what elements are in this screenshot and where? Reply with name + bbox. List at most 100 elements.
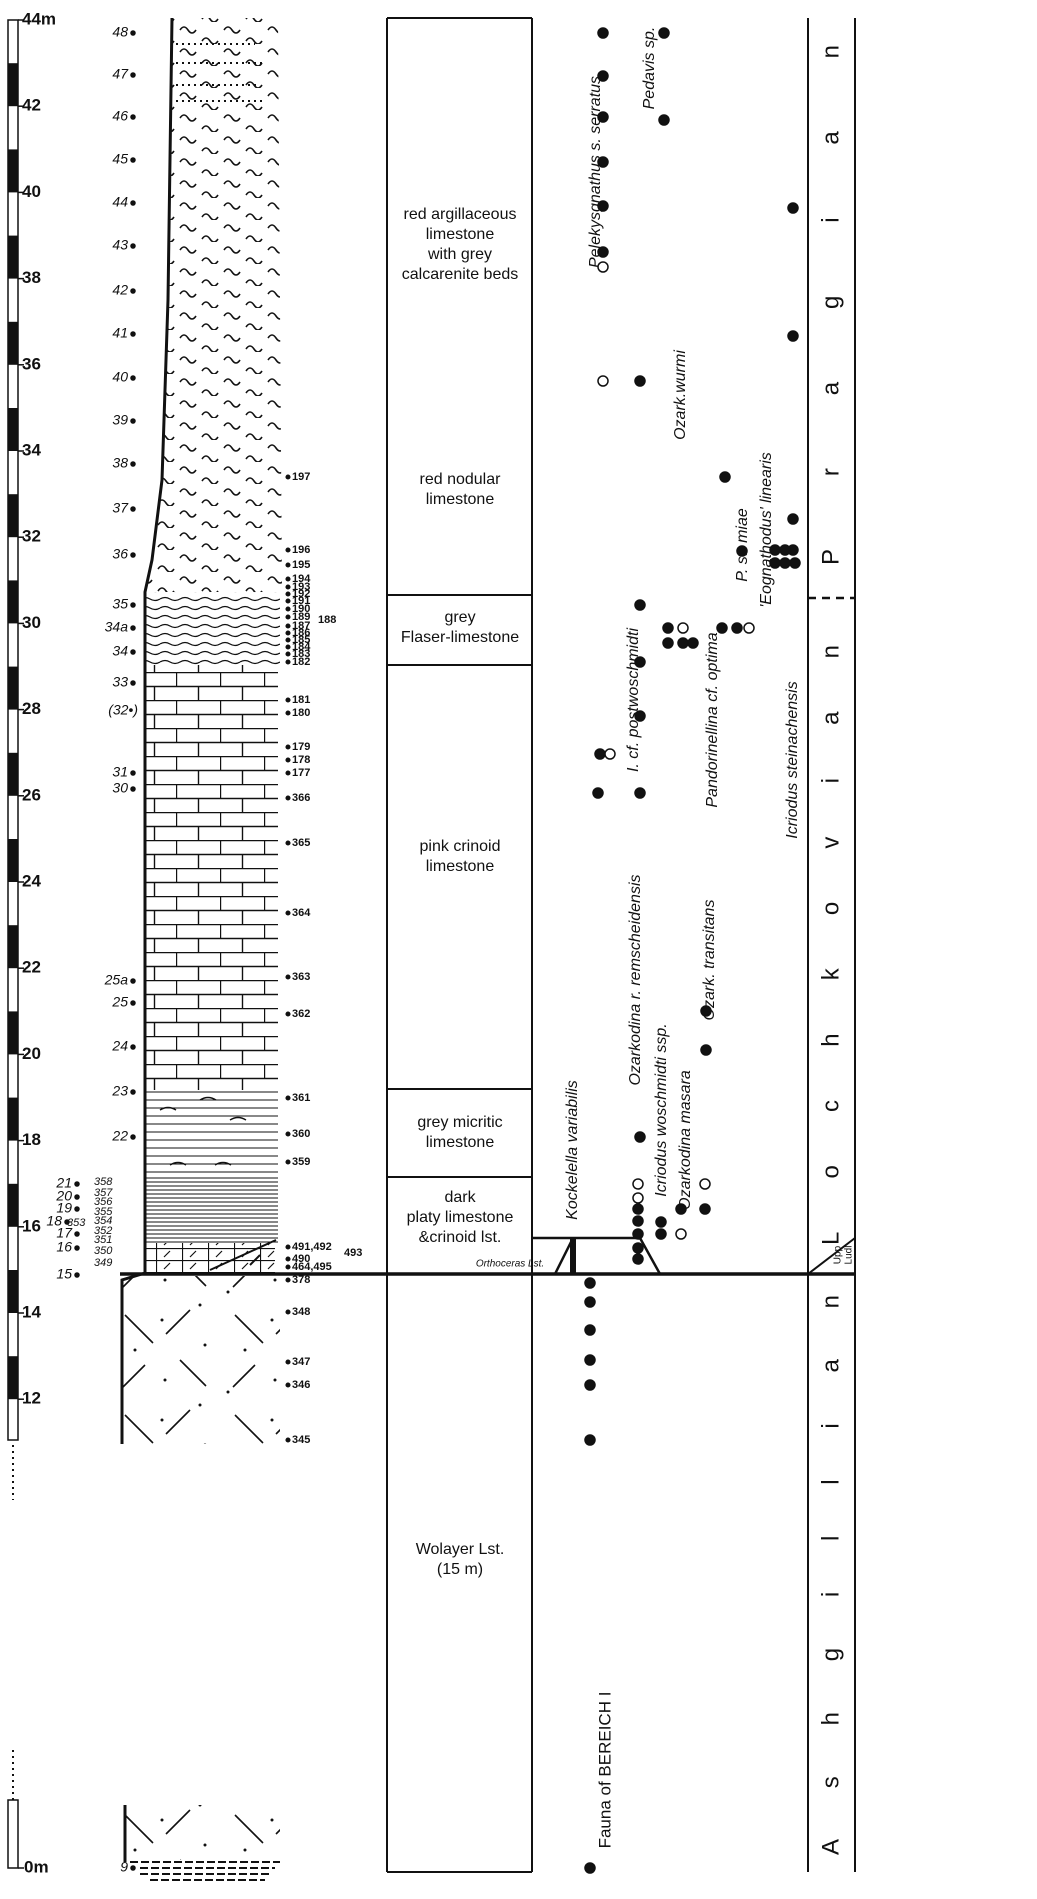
filled-dot [286, 1132, 290, 1136]
open-dot [598, 262, 608, 272]
sample-number: 345 [292, 1434, 310, 1446]
filled-dot [659, 28, 669, 38]
sample-number: (32•) [108, 702, 138, 718]
filled-dot [701, 1006, 711, 1016]
unit-label: limestone [426, 1134, 495, 1151]
base-lines [130, 1862, 280, 1880]
filled-dot [585, 1863, 595, 1873]
filled-dot [286, 711, 290, 715]
sample-number: 361 [292, 1092, 310, 1104]
sample-number: 25a [104, 972, 129, 988]
taxon-name: I. cf. postwoschmidti [625, 628, 642, 772]
scale-segment [8, 1356, 18, 1399]
filled-dot [131, 1001, 135, 1005]
stage-name: Lochkovian [817, 645, 844, 1245]
filled-dot [75, 1207, 79, 1211]
filled-dot [598, 28, 608, 38]
filled-dot [593, 788, 603, 798]
filled-dot [131, 771, 135, 775]
scale-segment [8, 1098, 18, 1141]
filled-dot [788, 514, 798, 524]
filled-dot [131, 1866, 135, 1870]
filled-dot [286, 758, 290, 762]
sample-number: 182 [292, 656, 310, 668]
sample-number: 362 [292, 1008, 310, 1020]
sample-number: 15 [56, 1266, 72, 1282]
filled-dot [286, 563, 290, 567]
filled-dot [286, 1278, 290, 1282]
filled-dot [585, 1325, 595, 1335]
unit-boundaries [387, 595, 532, 1177]
sample-number: 42 [112, 282, 128, 298]
sample-number: 9 [120, 1859, 128, 1875]
filled-dot [286, 698, 290, 702]
scale-label: 34 [22, 440, 41, 459]
scale-segment [8, 149, 18, 192]
sample-number: 37 [112, 500, 129, 516]
scale-segment [8, 925, 18, 968]
sample-number: 364 [292, 907, 311, 919]
fauna-label: Fauna of BEREICH I [595, 1692, 614, 1849]
filled-dot [286, 475, 290, 479]
filled-dot [635, 657, 645, 667]
sample-number: 491,492 [292, 1241, 332, 1253]
filled-dot [131, 115, 135, 119]
filled-dot [75, 1195, 79, 1199]
sample-number: 365 [292, 837, 310, 849]
filled-dot [286, 911, 290, 915]
filled-dot [131, 1135, 135, 1139]
sample-number: 180 [292, 707, 310, 719]
platy-limestone [145, 1177, 278, 1243]
ludlow-label: Ludl [844, 1246, 855, 1265]
filled-dot [635, 376, 645, 386]
filled-dot [788, 203, 798, 213]
open-dot [676, 1229, 686, 1239]
crinoid-limestone [145, 665, 278, 1090]
filled-dot [717, 623, 727, 633]
filled-dot [635, 788, 645, 798]
filled-dot [75, 1273, 79, 1277]
sample-number: 347 [292, 1356, 310, 1368]
filled-dot [585, 1435, 595, 1445]
sample-number: 363 [292, 971, 310, 983]
sample-number-small: 349 [94, 1257, 112, 1269]
filled-dot [770, 545, 780, 555]
filled-dot [131, 332, 135, 336]
scale-label: 26 [22, 785, 41, 804]
filled-dot [633, 1254, 643, 1264]
unit-label: Wolayer Lst. [416, 1541, 505, 1558]
sample-number: 179 [292, 741, 310, 753]
filled-dot [131, 787, 135, 791]
filled-dot [131, 1090, 135, 1094]
sample-number: 45 [112, 151, 128, 167]
sample-number: 346 [292, 1379, 310, 1391]
scale-segment [8, 408, 18, 451]
filled-dot [131, 289, 135, 293]
scale-label: 38 [22, 268, 41, 287]
scale-segment [8, 494, 18, 537]
filled-dot [286, 1245, 290, 1249]
filled-dot [286, 577, 290, 581]
filled-dot [131, 1045, 135, 1049]
filled-dot [633, 1243, 643, 1253]
filled-dot [598, 112, 608, 122]
unit-label: with grey [427, 246, 492, 263]
filled-dot [633, 1216, 643, 1226]
scale-segment [8, 1011, 18, 1054]
wavy-limestone [145, 18, 282, 592]
filled-dot [598, 201, 608, 211]
scale-bar [8, 20, 18, 1440]
unit-label: platy limestone [407, 1209, 514, 1226]
filled-dot [286, 796, 290, 800]
sample-number: 195 [292, 559, 310, 571]
filled-dot [635, 1132, 645, 1142]
filled-dot [656, 1217, 666, 1227]
filled-dot [585, 1297, 595, 1307]
filled-dot [286, 638, 290, 642]
sample-number: 23 [111, 1083, 128, 1099]
unit-label: limestone [426, 226, 495, 243]
stratigraphic-column-figure: 44m424038363432302826242220181614120m484… [0, 0, 1037, 1899]
unit-label: (15 m) [437, 1561, 483, 1578]
sample-number: 30 [112, 780, 128, 796]
sample-number-small: 353 [67, 1217, 86, 1229]
